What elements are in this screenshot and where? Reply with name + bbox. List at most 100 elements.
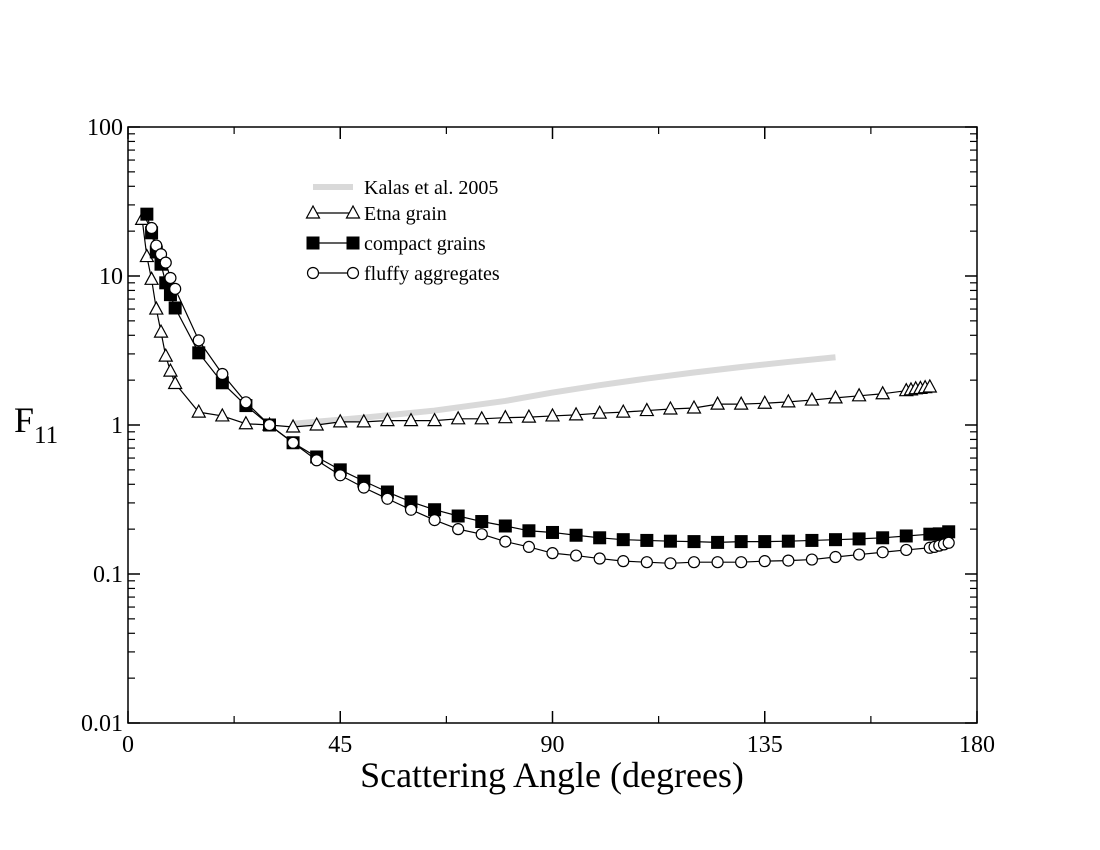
legend-marker xyxy=(346,266,360,280)
data-point-fluffy-aggregates xyxy=(357,481,370,494)
data-point-fluffy-aggregates xyxy=(687,556,701,569)
major-ticks xyxy=(127,126,978,724)
data-point-etna-grain xyxy=(285,418,301,433)
data-point-compact-grains xyxy=(451,509,465,523)
y-tick-label: 10 xyxy=(99,264,123,290)
x-tick-label: 135 xyxy=(747,732,783,758)
data-point-compact-grains xyxy=(758,535,772,549)
data-point-fluffy-aggregates xyxy=(805,553,819,566)
x-tick-label: 180 xyxy=(959,732,995,758)
data-point-etna-grain xyxy=(544,407,561,422)
y-axis-title: F11 xyxy=(14,400,58,449)
y-axis-title-subscript: 11 xyxy=(34,422,58,449)
data-point-fluffy-aggregates xyxy=(640,556,653,569)
data-point-fluffy-aggregates xyxy=(852,548,866,561)
data-point-fluffy-aggregates xyxy=(711,556,724,569)
data-point-compact-grains xyxy=(498,519,512,533)
x-tick-label: 90 xyxy=(541,732,565,758)
series-layer xyxy=(141,214,949,564)
data-point-compact-grains xyxy=(616,533,630,547)
plot-frame xyxy=(127,126,978,724)
data-point-compact-grains xyxy=(942,525,956,539)
y-tick-label: 1 xyxy=(111,413,123,439)
x-axis-title: Scattering Angle (degrees) xyxy=(360,755,744,795)
data-point-compact-grains xyxy=(852,532,866,546)
data-point-etna-grain xyxy=(214,407,230,422)
data-point-fluffy-aggregates xyxy=(145,221,158,235)
data-point-etna-grain xyxy=(148,300,164,315)
data-point-etna-grain xyxy=(662,400,678,415)
data-point-fluffy-aggregates xyxy=(192,334,205,347)
data-point-etna-grain xyxy=(780,393,796,408)
data-point-fluffy-aggregates xyxy=(452,523,465,536)
series-line-kalas-et-al-2005 xyxy=(292,354,836,427)
data-point-etna-grain xyxy=(158,347,174,362)
data-point-fluffy-aggregates xyxy=(428,514,441,527)
y-axis-title-main: F xyxy=(14,400,34,440)
data-point-etna-grain xyxy=(875,385,891,400)
data-point-etna-grain xyxy=(153,323,169,338)
data-point-fluffy-aggregates xyxy=(475,528,488,541)
data-point-compact-grains xyxy=(711,535,725,549)
legend-label: Etna grain xyxy=(364,203,447,225)
data-point-compact-grains xyxy=(168,301,182,315)
data-point-fluffy-aggregates xyxy=(239,396,253,409)
data-point-etna-grain xyxy=(191,403,207,418)
data-point-etna-grain xyxy=(922,378,938,393)
data-point-etna-grain xyxy=(309,416,325,431)
data-point-compact-grains xyxy=(781,534,795,548)
legend-marker xyxy=(306,266,320,280)
data-point-fluffy-aggregates xyxy=(829,550,842,564)
data-point-etna-grain xyxy=(162,362,178,377)
data-point-fluffy-aggregates xyxy=(310,454,323,467)
data-point-etna-grain xyxy=(592,404,608,419)
data-point-fluffy-aggregates xyxy=(216,367,229,381)
data-point-compact-grains xyxy=(522,524,536,538)
data-point-fluffy-aggregates xyxy=(593,552,606,565)
data-point-fluffy-aggregates xyxy=(664,557,677,570)
legend-entry-kalas-et-al-2005: Kalas et al. 2005 xyxy=(313,177,498,199)
x-tick-label: 0 xyxy=(122,732,134,758)
data-point-compact-grains xyxy=(428,503,442,517)
legend-entry-etna-grain: Etna grain xyxy=(305,203,447,225)
y-tick-label: 0.1 xyxy=(93,562,123,588)
data-point-etna-grain xyxy=(615,403,631,418)
data-point-fluffy-aggregates xyxy=(499,535,512,548)
data-point-etna-grain xyxy=(521,408,537,423)
data-point-compact-grains xyxy=(687,535,701,549)
data-point-fluffy-aggregates xyxy=(159,256,172,269)
data-point-fluffy-aggregates xyxy=(169,282,182,295)
data-point-fluffy-aggregates xyxy=(381,492,394,505)
data-point-etna-grain xyxy=(757,394,773,409)
markers-layer xyxy=(134,207,956,570)
data-point-fluffy-aggregates xyxy=(617,555,630,568)
data-point-etna-grain xyxy=(568,406,584,421)
data-point-fluffy-aggregates xyxy=(569,549,583,562)
data-point-etna-grain xyxy=(238,415,254,430)
legend-label: Kalas et al. 2005 xyxy=(364,177,498,199)
data-point-compact-grains xyxy=(805,533,819,547)
data-point-fluffy-aggregates xyxy=(263,418,276,432)
data-point-fluffy-aggregates xyxy=(334,469,347,482)
data-point-etna-grain xyxy=(403,412,419,427)
data-point-fluffy-aggregates xyxy=(522,540,536,554)
tick-labels: 0 45 90 135 180 0.01 0.1 1 10 100 xyxy=(81,115,995,758)
data-point-etna-grain xyxy=(804,391,820,406)
legend-entry-fluffy-aggregates: fluffy aggregates xyxy=(306,263,500,285)
data-point-etna-grain xyxy=(474,410,490,425)
data-point-etna-grain xyxy=(733,395,749,410)
legend-marker xyxy=(345,204,361,219)
data-point-etna-grain xyxy=(686,399,702,414)
data-point-etna-grain xyxy=(639,402,655,417)
y-tick-label: 100 xyxy=(87,115,123,141)
data-point-compact-grains xyxy=(829,533,842,547)
legend-marker xyxy=(305,204,321,219)
data-point-etna-grain xyxy=(356,413,372,428)
y-tick-label: 0.01 xyxy=(81,711,123,737)
minor-ticks xyxy=(128,127,977,723)
data-point-etna-grain xyxy=(827,389,844,404)
data-point-fluffy-aggregates xyxy=(735,556,748,569)
data-point-compact-grains xyxy=(475,515,489,529)
data-point-etna-grain xyxy=(851,387,867,402)
